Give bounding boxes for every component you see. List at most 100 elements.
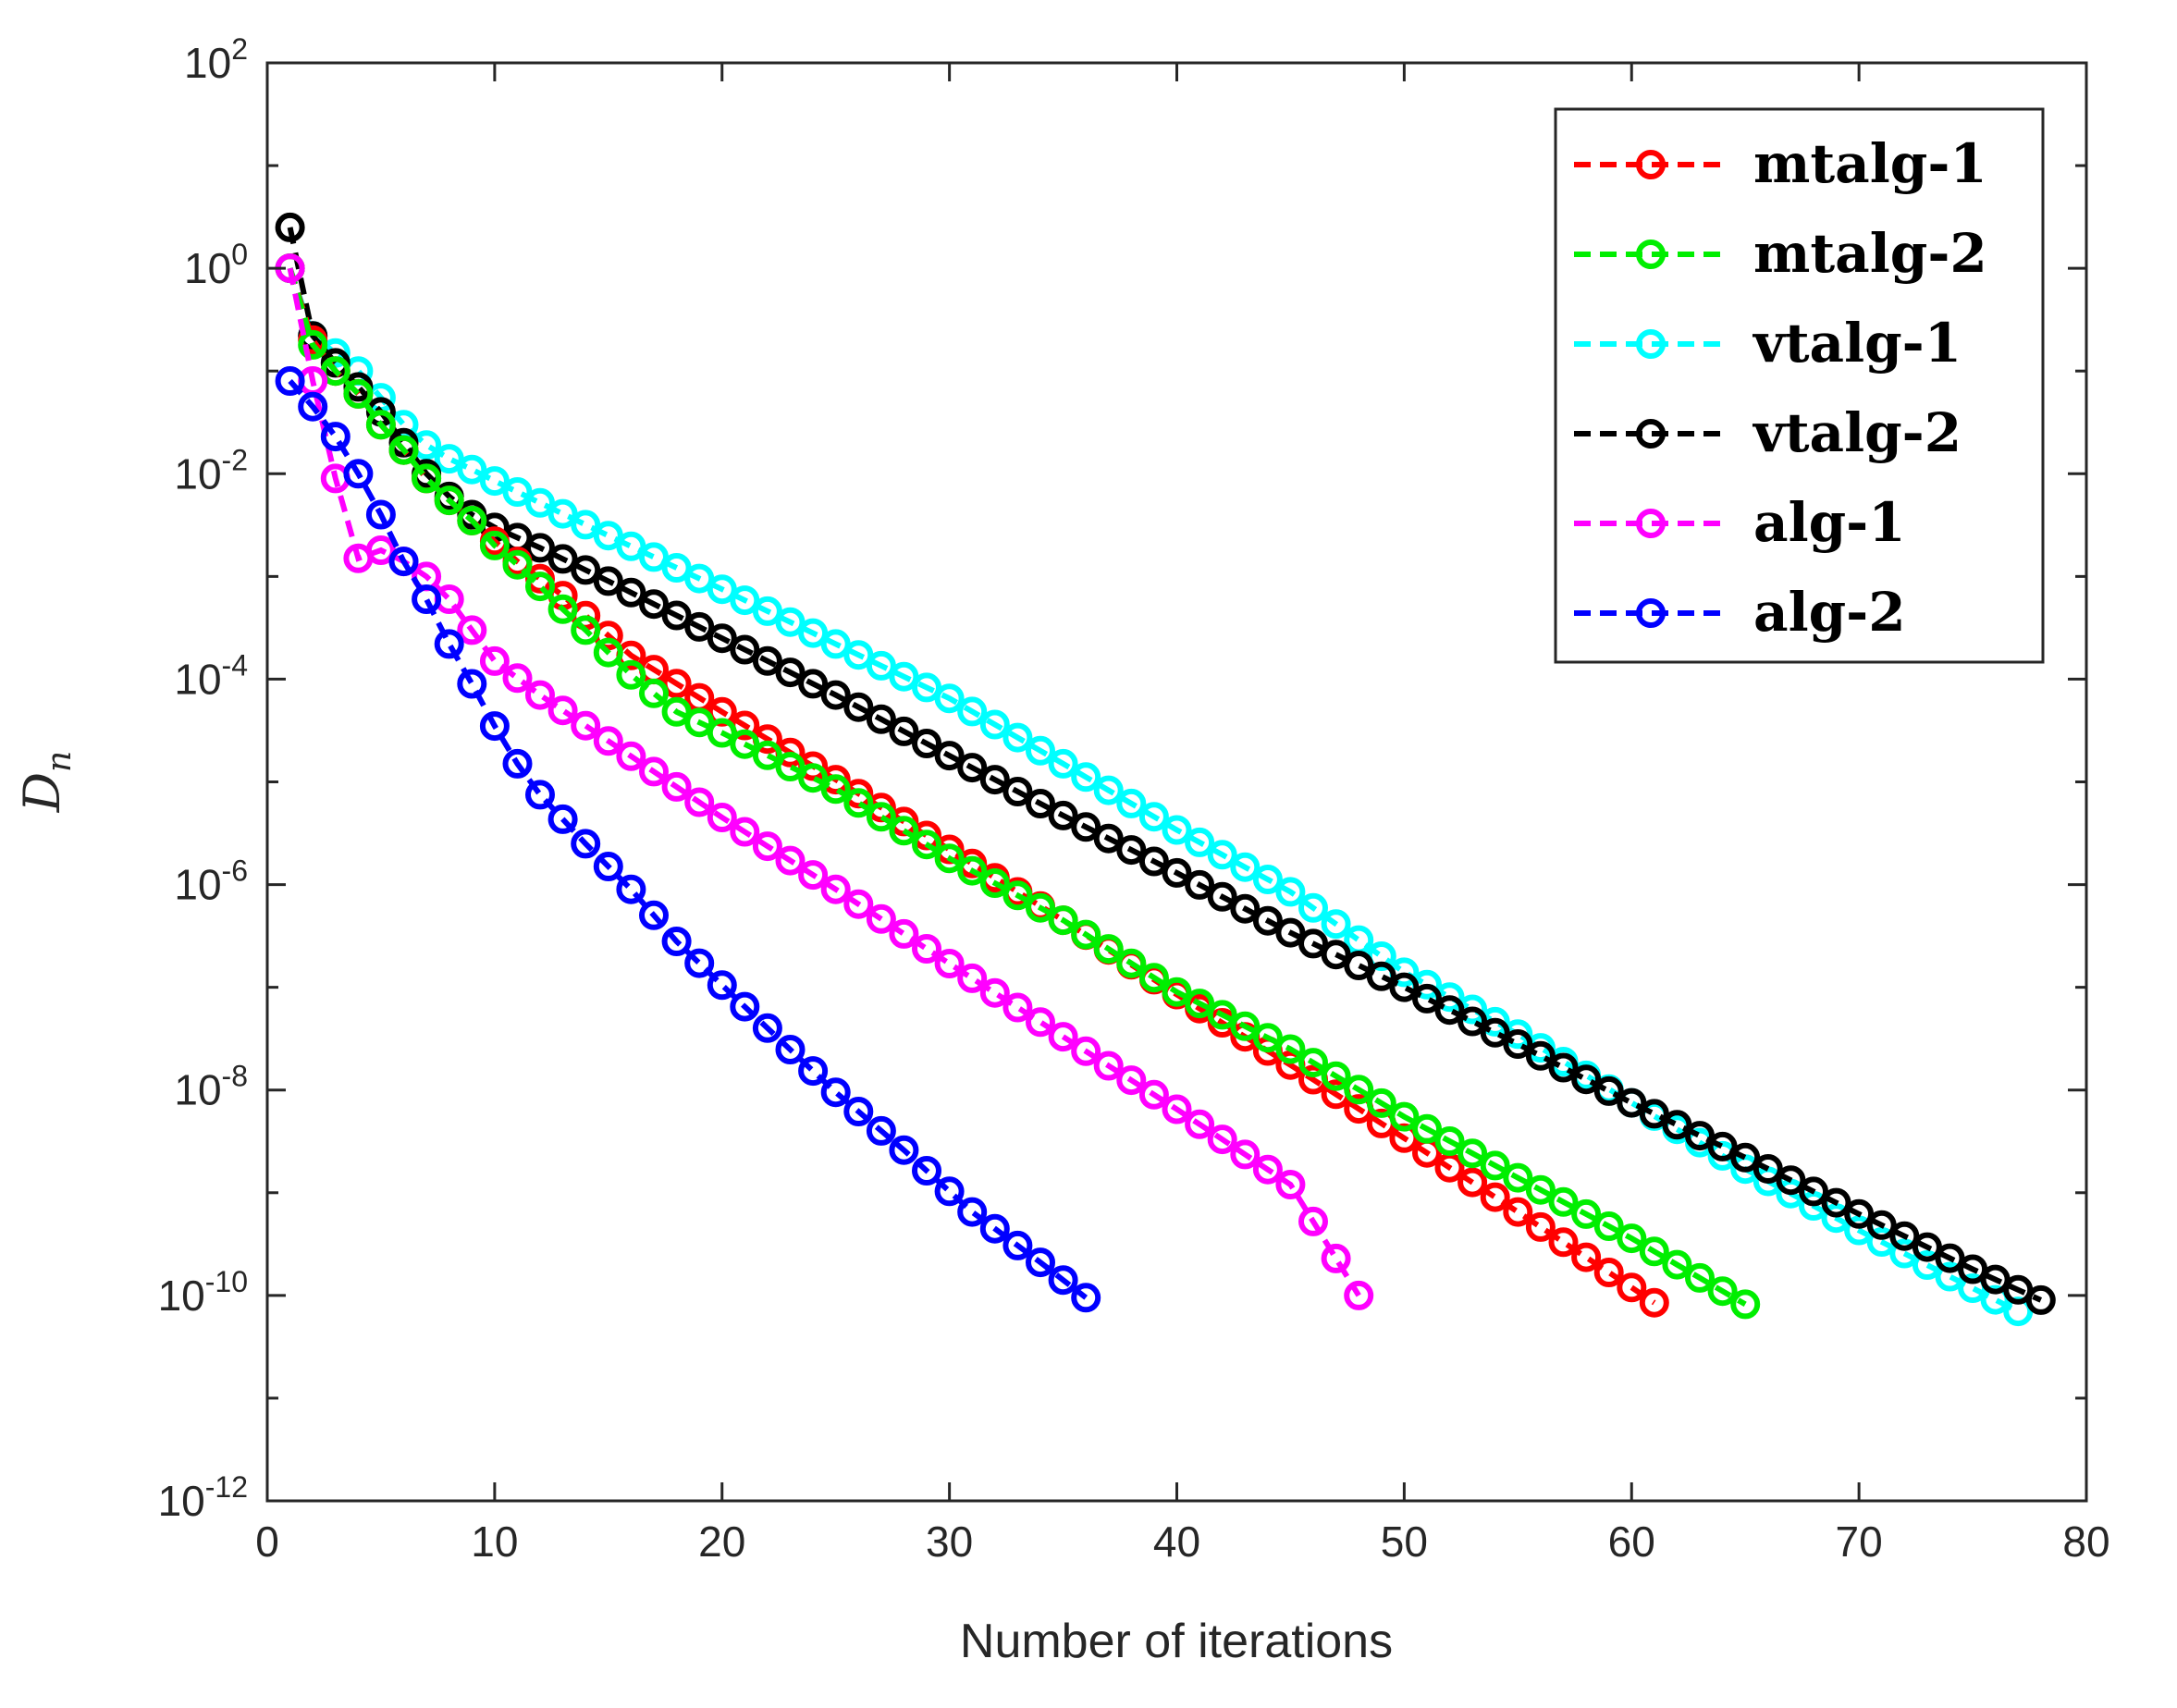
data-point-vtalg-2	[661, 600, 692, 631]
x-tick-label: 60	[1608, 1518, 1655, 1566]
series-alg-2	[275, 366, 1101, 1313]
data-point-vtalg-1	[547, 498, 578, 529]
data-point-alg-1	[1048, 1022, 1078, 1052]
data-point-vtalg-2	[1503, 1029, 1533, 1059]
data-point-alg-1	[1116, 1065, 1147, 1096]
data-point-mtalg-2	[412, 463, 442, 494]
data-point-alg-2	[684, 948, 715, 978]
y-tick-exponent: -8	[222, 1060, 248, 1093]
data-point-vtalg-2	[593, 566, 623, 596]
data-point-mtalg-2	[1707, 1276, 1738, 1307]
data-point-alg-1	[752, 831, 782, 862]
y-axis-label-subscript: n	[41, 751, 79, 772]
data-point-vtalg-2	[639, 589, 669, 620]
data-point-alg-1	[1275, 1170, 1306, 1199]
data-point-vtalg-2	[912, 729, 941, 758]
data-point-vtalg-1	[820, 629, 851, 659]
data-point-vtalg-1	[889, 661, 919, 692]
data-point-mtalg-2	[820, 774, 851, 805]
data-point-alg-2	[866, 1115, 896, 1146]
data-point-mtalg-2	[593, 637, 623, 668]
data-point-vtalg-2	[1298, 928, 1328, 959]
data-point-mtalg-2	[457, 505, 487, 535]
data-point-mtalg-2	[343, 378, 374, 409]
data-point-mtalg-1	[1503, 1197, 1533, 1227]
data-point-mtalg-2	[661, 696, 692, 727]
data-point-alg-2	[752, 1013, 782, 1043]
data-point-alg-1	[639, 756, 669, 787]
data-point-alg-2	[639, 900, 669, 930]
data-point-alg-1	[365, 535, 396, 565]
y-axis-label-main: D	[13, 772, 71, 813]
data-point-vtalg-2	[1685, 1121, 1715, 1151]
data-point-alg-2	[388, 547, 419, 577]
data-point-vtalg-1	[798, 618, 829, 648]
data-point-mtalg-2	[1093, 934, 1124, 965]
data-point-alg-2	[820, 1077, 851, 1108]
data-point-mtalg-2	[1162, 977, 1192, 1007]
data-point-mtalg-2	[639, 678, 669, 708]
data-point-mtalg-2	[1321, 1061, 1351, 1091]
series-layer	[275, 212, 2056, 1327]
data-point-mtalg-2	[1503, 1162, 1533, 1193]
data-point-mtalg-2	[1617, 1223, 1647, 1254]
data-point-vtalg-1	[1252, 865, 1283, 894]
series-line-alg-2	[288, 379, 1088, 1300]
data-point-vtalg-2	[1048, 800, 1078, 830]
data-point-vtalg-2	[1071, 812, 1101, 842]
data-point-alg-1	[593, 726, 623, 756]
data-point-alg-2	[571, 829, 601, 859]
data-point-vtalg-2	[1866, 1210, 1897, 1240]
data-point-mtalg-2	[298, 329, 328, 360]
data-point-mtalg-2	[979, 868, 1010, 898]
plot-frame	[265, 61, 2088, 1503]
data-point-vtalg-2	[1912, 1232, 1942, 1262]
data-point-vtalg-2	[707, 623, 737, 654]
x-tick-labels: 0 10 20 30 40 50 60 70 80	[255, 1518, 2109, 1566]
data-point-alg-1	[707, 803, 737, 832]
y-tick-exponent: 0	[231, 238, 248, 271]
data-point-vtalg-2	[571, 555, 601, 585]
data-point-alg-1	[889, 918, 919, 949]
data-point-vtalg-2	[934, 741, 965, 771]
data-point-alg-1	[979, 977, 1010, 1008]
data-point-vtalg-2	[1230, 893, 1261, 924]
data-point-alg-1	[571, 710, 601, 741]
y-axis-label: Dn	[13, 751, 79, 813]
data-point-alg-2	[1002, 1230, 1033, 1260]
data-point-vtalg-2	[1707, 1131, 1738, 1161]
data-point-alg-1	[775, 845, 806, 876]
data-point-alg-1	[957, 963, 988, 993]
data-point-alg-1	[1002, 992, 1033, 1023]
data-point-vtalg-2	[1935, 1243, 1965, 1273]
legend-marker	[1636, 150, 1666, 179]
data-point-alg-2	[934, 1176, 965, 1207]
data-point-alg-1	[798, 860, 829, 891]
legend-marker	[1636, 419, 1666, 449]
y-tick-exponent: 2	[231, 32, 248, 66]
data-point-vtalg-1	[843, 640, 874, 670]
series-mtalg-2	[275, 253, 1761, 1320]
data-point-mtalg-2	[957, 855, 988, 886]
data-point-vtalg-2	[1321, 940, 1351, 970]
data-point-vtalg-1	[479, 466, 510, 497]
data-point-alg-1	[1298, 1206, 1328, 1236]
data-point-mtalg-1	[1480, 1182, 1510, 1212]
data-point-vtalg-2	[1162, 857, 1192, 888]
legend-label: vtalg-1	[1752, 312, 1962, 375]
data-point-vtalg-2	[820, 680, 851, 710]
data-point-vtalg-1	[1002, 722, 1033, 753]
data-point-vtalg-2	[1412, 983, 1442, 1014]
data-point-vtalg-2	[1026, 789, 1055, 818]
data-point-vtalg-2	[1593, 1075, 1624, 1106]
data-point-vtalg-2	[1457, 1006, 1488, 1037]
data-point-mtalg-1	[1617, 1272, 1647, 1303]
y-tick-base: 10	[158, 1272, 205, 1320]
data-point-alg-1	[1026, 1007, 1055, 1038]
y-tick-label: 10-6	[174, 854, 248, 909]
data-point-alg-1	[661, 771, 692, 802]
data-point-mtalg-2	[1412, 1113, 1442, 1144]
data-point-vtalg-1	[1298, 892, 1328, 923]
data-point-vtalg-1	[1116, 788, 1147, 818]
